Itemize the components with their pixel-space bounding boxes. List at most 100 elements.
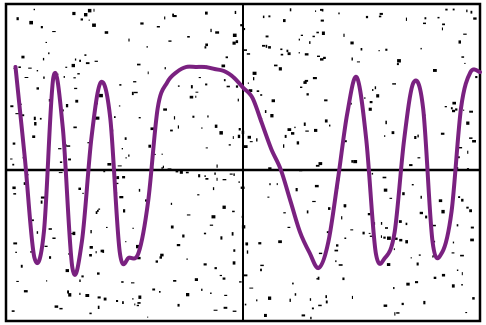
speckle-dot: [147, 316, 149, 318]
speckle-dot: [36, 87, 39, 90]
speckle-dot: [258, 242, 262, 245]
speckle-dot: [65, 269, 69, 273]
speckle-dot: [461, 198, 464, 202]
speckle-dot: [154, 153, 156, 155]
speckle-dot: [216, 177, 218, 181]
speckle-dot: [106, 226, 108, 228]
speckle-dot: [138, 188, 141, 192]
speckle-dot: [233, 249, 236, 252]
speckle-dot: [201, 127, 203, 129]
speckle-dot: [343, 33, 345, 37]
speckle-dot: [159, 291, 161, 293]
speckle-dot: [270, 114, 274, 118]
speckle-dot: [36, 70, 39, 72]
speckle-dot: [65, 104, 69, 108]
speckle-dot: [85, 294, 90, 297]
speckle-dot: [138, 295, 142, 299]
speckle-dot: [310, 316, 312, 320]
speckle-dot: [223, 306, 228, 309]
speckle-dot: [243, 28, 246, 31]
speckle-dot: [247, 82, 249, 84]
speckle-dot: [269, 183, 271, 186]
speckle-dot: [121, 148, 123, 150]
speckle-dot: [216, 164, 218, 168]
speckle-dot: [137, 256, 141, 260]
speckle-dot: [315, 164, 320, 167]
speckle-dot: [351, 57, 353, 61]
speckle-dot: [138, 117, 141, 119]
speckle-dot: [103, 297, 107, 301]
series-line-0: [13, 64, 482, 277]
speckle-dot: [48, 228, 52, 230]
speckle-dot: [68, 158, 71, 161]
speckle-dot: [89, 254, 92, 257]
speckle-dot: [42, 57, 45, 61]
speckle-dot: [237, 134, 241, 139]
speckle-dot: [177, 125, 179, 129]
speckle-dot: [301, 314, 306, 317]
speckle-dot: [189, 95, 194, 99]
speckle-dot: [280, 48, 283, 51]
speckle-dot: [215, 31, 220, 34]
speckle-dot: [210, 292, 212, 294]
speckle-dot: [441, 27, 443, 31]
speckle-dot: [466, 206, 469, 209]
speckle-dot: [455, 108, 458, 111]
speckle-dot: [369, 235, 373, 237]
speckle-dot: [260, 94, 263, 96]
speckle-dot: [409, 164, 413, 167]
speckle-dot: [97, 272, 100, 275]
speckle-dot: [128, 38, 130, 42]
speckle-dot: [100, 249, 104, 253]
speckle-dot: [283, 19, 286, 23]
speckle-dot: [212, 187, 215, 191]
speckle-dot: [356, 61, 360, 63]
speckle-dot: [249, 141, 253, 143]
speckle-dot: [271, 99, 275, 103]
speckle-dot: [378, 50, 380, 52]
speckle-dot: [123, 209, 126, 213]
speckle-dot: [433, 276, 437, 279]
speckle-dot: [15, 113, 19, 115]
speckle-dot: [264, 313, 267, 317]
speckle-dot: [368, 107, 372, 111]
speckle-dot: [177, 85, 180, 87]
speckle-dot: [320, 19, 324, 22]
speckle-dot: [232, 310, 237, 312]
speckle-dot: [203, 263, 207, 266]
speckle-dot: [304, 53, 309, 56]
speckle-dot: [312, 200, 316, 203]
speckle-dot: [360, 48, 363, 51]
speckle-dot: [402, 192, 405, 196]
speckle-dot: [52, 237, 56, 239]
speckle-dot: [452, 8, 455, 11]
speckle-dot: [54, 305, 59, 308]
speckle-dot: [260, 264, 264, 267]
speckle-dot: [237, 98, 239, 102]
speckle-dot: [256, 299, 258, 302]
speckle-dot: [121, 281, 124, 283]
speckle-dot: [283, 212, 286, 214]
speckle-dot: [336, 244, 339, 247]
speckle-dot: [385, 227, 388, 229]
speckle-dot: [268, 15, 271, 18]
speckle-dot: [423, 22, 426, 25]
speckle-dot: [173, 116, 176, 120]
speckle-dot: [394, 312, 396, 316]
speckle-dot: [222, 277, 226, 280]
speckle-dot: [338, 12, 340, 15]
speckle-dot: [90, 230, 92, 234]
speckle-dot: [469, 209, 472, 213]
speckle-dot: [280, 53, 284, 56]
speckle-dot: [186, 293, 190, 297]
speckle-dot: [207, 115, 209, 118]
speckle-dot: [457, 167, 459, 169]
speckle-dot: [40, 196, 45, 199]
speckle-dot: [214, 267, 217, 270]
speckle-dot: [312, 35, 315, 38]
speckle-dot: [461, 56, 465, 58]
speckle-dot: [466, 9, 468, 13]
speckle-dot: [451, 252, 455, 254]
speckle-dot: [119, 196, 124, 199]
speckle-dot: [147, 71, 149, 75]
